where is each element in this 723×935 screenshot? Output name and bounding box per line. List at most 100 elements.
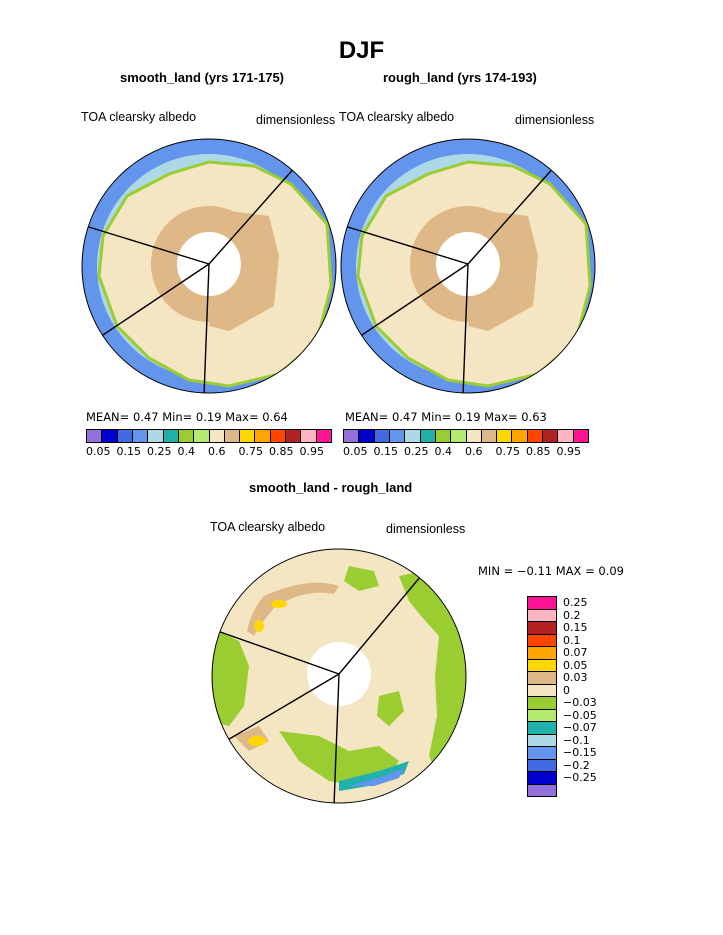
diff-colorbar-swatch	[528, 722, 556, 735]
colorbar-2-labels: 0.05 0.15 0.25 0.4 0.6 0.75 0.85 0.95	[343, 445, 603, 459]
diff-colorbar-swatch	[528, 647, 556, 660]
diff-colorbar-swatch	[528, 772, 556, 785]
diff-colorbar-swatch	[528, 672, 556, 685]
diff-colorbar-label: 0.25	[563, 596, 588, 609]
colorbar-label: 0.75	[495, 445, 521, 458]
map-border	[340, 138, 596, 394]
diff-variable-label: TOA clearsky albedo	[210, 520, 326, 534]
sector-line-2	[212, 627, 340, 675]
colorbar-swatch	[420, 430, 436, 442]
map-border	[211, 548, 467, 804]
colorbar-label: 0.95	[556, 445, 582, 458]
diff-colorbar-label: −0.15	[563, 746, 597, 759]
colorbar-label: 0.95	[299, 445, 325, 458]
panel-1-subtitle: smooth_land (yrs 171-175)	[120, 70, 285, 85]
colorbar-swatch	[148, 430, 164, 442]
diff-colorbar-label: −0.05	[563, 708, 597, 722]
colorbar-swatch	[209, 430, 225, 442]
panel-2-subtitle: rough_land (yrs 174-193)	[383, 70, 537, 85]
diff-yellow-3	[248, 736, 266, 746]
panel-1-variable-label: TOA clearsky albedo	[81, 110, 197, 124]
colorbar-swatch	[270, 430, 287, 442]
sector-line-4	[462, 263, 469, 393]
colorbar-swatch	[316, 430, 331, 442]
sector-line-2	[82, 223, 210, 265]
colorbar-label: 0.85	[269, 445, 294, 458]
colorbar-swatch	[102, 430, 118, 442]
colorbar-label: 0.75	[238, 445, 264, 458]
diff-colorbar-label: −0.03	[563, 696, 597, 709]
colorbar-swatch	[286, 430, 302, 442]
diff-colorbar-label: 0	[563, 683, 570, 697]
diff-colorbar-swatch	[528, 697, 556, 710]
diff-teal-south	[339, 761, 409, 791]
colorbar-label: 0.05	[343, 445, 368, 458]
colorbar-swatch	[466, 430, 482, 442]
diff-colorbar-label: 0.03	[563, 671, 588, 684]
diff-colorbar-label: −0.25	[563, 771, 597, 784]
colorbar-swatch	[543, 430, 559, 442]
diff-blue-south	[349, 768, 404, 786]
diff-colorbar-swatch	[528, 597, 556, 610]
diff-colorbar-label: −0.1	[563, 733, 590, 747]
panel-2-units-label: dimensionless	[515, 113, 595, 127]
diff-colorbar-swatch	[528, 684, 556, 697]
map-border	[81, 138, 337, 394]
diff-green-north	[344, 566, 379, 591]
colorbar-swatch	[132, 430, 149, 442]
sector-line-1	[467, 165, 556, 265]
diff-colorbar-label: −0.07	[563, 721, 597, 734]
colorbar-label: 0.25	[147, 445, 172, 458]
panel-1-stats: MEAN= 0.47 Min= 0.19 Max= 0.64	[86, 410, 288, 424]
diff-colorbar-swatch	[528, 759, 556, 772]
colorbar-label: 0.4	[177, 445, 196, 458]
diff-colorbar-swatch	[528, 709, 556, 722]
map-smooth-land	[81, 138, 337, 394]
colorbar-swatch	[194, 430, 210, 442]
diff-colorbar	[527, 596, 557, 797]
colorbar-label: 0.4	[434, 445, 453, 458]
sector-line-1	[338, 575, 422, 675]
diff-colorbar-swatch	[528, 784, 556, 796]
diff-colorbar-swatch	[528, 634, 556, 647]
sector-line-4	[203, 263, 210, 393]
colorbar-swatch	[389, 430, 406, 442]
diff-colorbar-labels: 0.25 0.2 0.15 0.1 0.07 0.05 0.03 0 −0.03 −0.05 −0.…	[563, 596, 623, 796]
sector-line-2	[341, 223, 469, 265]
colorbar-label: 0.25	[404, 445, 429, 458]
colorbar-swatch	[255, 430, 271, 442]
colorbar-swatch	[117, 430, 133, 442]
colorbar-swatch	[497, 430, 513, 442]
diff-yellow-2	[254, 620, 264, 632]
colorbar-label: 0.6	[465, 445, 483, 458]
diff-colorbar-swatch	[528, 622, 556, 635]
colorbar-swatch	[224, 430, 241, 442]
colorbar-swatch	[573, 430, 588, 442]
colorbar-label: 0.05	[86, 445, 111, 458]
colorbar-swatch	[451, 430, 467, 442]
colorbar-swatch	[301, 430, 317, 442]
diff-units-label: dimensionless	[386, 522, 466, 536]
diff-colorbar-swatch	[528, 609, 556, 622]
diff-colorbar-label: −0.2	[563, 758, 590, 772]
diff-green-south	[279, 731, 399, 786]
diff-green-inner	[377, 691, 404, 726]
colorbar-swatch	[512, 430, 528, 442]
diff-subtitle: smooth_land - rough_land	[249, 480, 413, 495]
panel-2-stats: MEAN= 0.47 Min= 0.19 Max= 0.63	[345, 410, 547, 424]
diff-colorbar-label: 0.15	[563, 621, 588, 634]
colorbar-1-labels: 0.05 0.15 0.25 0.4 0.6 0.75 0.85 0.95	[86, 445, 346, 459]
diff-green-east	[399, 571, 466, 776]
diff-colorbar-label: 0.07	[563, 646, 588, 659]
sector-line-1	[208, 165, 297, 265]
diff-green-west	[212, 626, 249, 726]
diff-stats: MIN = −0.11 MAX = 0.09	[478, 564, 624, 578]
colorbar-label: 0.15	[116, 445, 142, 458]
diff-colorbar-label: 0.05	[563, 658, 588, 672]
colorbar-swatch	[405, 430, 421, 442]
colorbar-swatch	[87, 430, 103, 442]
diff-colorbar-swatch	[528, 734, 556, 747]
colorbar-label: 0.6	[208, 445, 226, 458]
colorbar-label: 0.15	[373, 445, 399, 458]
colorbar-label: 0.85	[526, 445, 551, 458]
